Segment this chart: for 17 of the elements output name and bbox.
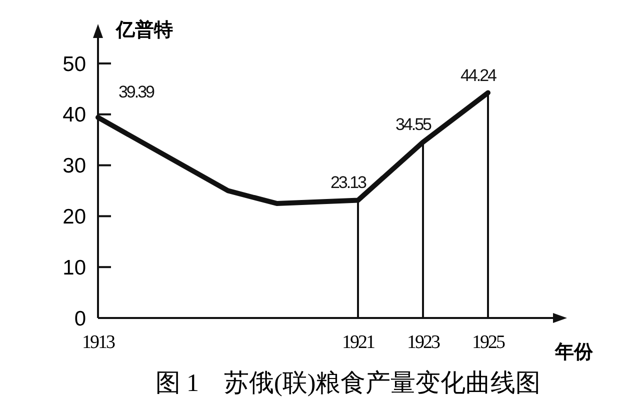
text: 图 1 苏俄(联)粮食产量变化曲线图 (155, 369, 541, 397)
y-axis-title: 亿普特 (115, 19, 173, 41)
x-axis-title: 年份 (554, 342, 594, 363)
y-tick-label: 20 (62, 206, 86, 229)
x-tick-label: 1923 (407, 332, 440, 353)
y-tick-label: 50 (62, 52, 86, 76)
x-tick-label: 1913 (82, 332, 115, 353)
y-tick-label: 0 (74, 307, 86, 330)
y-tick-label: 10 (62, 256, 86, 280)
data-label: 44.24 (460, 66, 497, 85)
data-label: 39.39 (118, 82, 155, 102)
data-label: 34.55 (395, 115, 432, 134)
data-label: 23.13 (330, 173, 367, 192)
x-tick-label: 1925 (472, 332, 505, 353)
y-tick-label: 30 (62, 154, 86, 178)
y-tick-label: 40 (62, 104, 86, 127)
x-tick-label: 1921 (342, 332, 375, 353)
